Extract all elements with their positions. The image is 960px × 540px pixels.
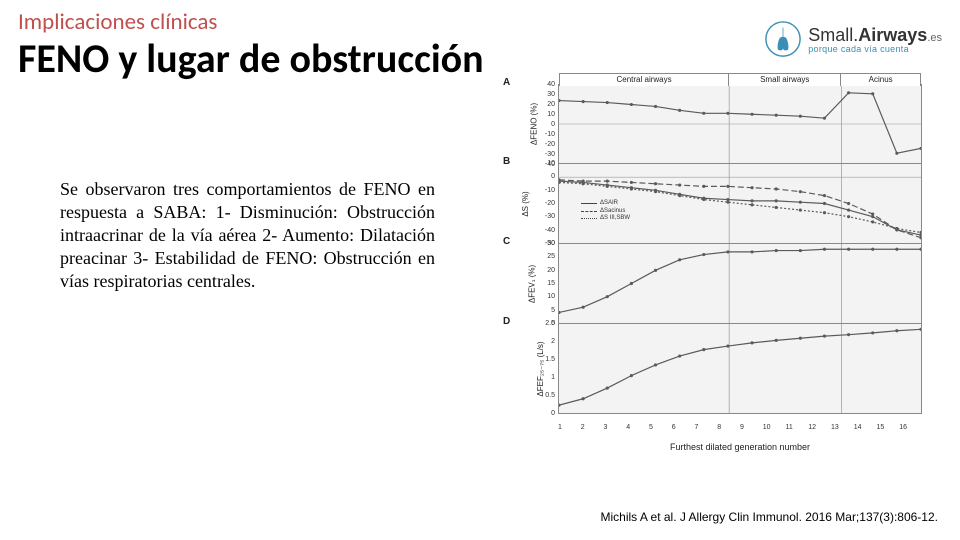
x-tick: 16 — [899, 424, 922, 436]
y-tick: 15 — [537, 280, 555, 287]
y-tick: 40 — [537, 81, 555, 88]
y-tick: 1 — [537, 374, 555, 381]
region-label: Acinus — [841, 73, 921, 86]
y-tick: -10 — [537, 187, 555, 194]
y-tick: -10 — [537, 131, 555, 138]
y-tick: 10 — [537, 160, 555, 167]
series-line — [559, 93, 921, 153]
y-tick: 0.5 — [537, 392, 555, 399]
series-line — [559, 249, 921, 312]
y-tick: 0 — [537, 173, 555, 180]
y-tick: -20 — [537, 200, 555, 207]
y-tick: 30 — [537, 91, 555, 98]
y-tick: 10 — [537, 293, 555, 300]
x-tick: 7 — [695, 424, 718, 436]
y-axis-label: ΔFEV₁ (%) — [528, 264, 537, 302]
x-tick: 10 — [763, 424, 786, 436]
panel-label: A — [503, 77, 510, 88]
x-tick: 3 — [604, 424, 627, 436]
x-tick: 13 — [831, 424, 854, 436]
panel-B: BΔS (%)-50-40-30-20-10010ΔSAIRΔSacinusΔS… — [558, 164, 922, 244]
y-tick: 20 — [537, 267, 555, 274]
x-tick: 4 — [626, 424, 649, 436]
figure-multiplot: ACentral airwaysSmall airwaysAcinusΔFENO… — [498, 72, 928, 470]
panel-label: C — [503, 236, 510, 247]
x-tick: 2 — [581, 424, 604, 436]
chart-legend: ΔSAIRΔSacinusΔS III,SBW — [581, 200, 630, 223]
y-tick: 10 — [537, 111, 555, 118]
panel-A: ACentral airwaysSmall airwaysAcinusΔFENO… — [558, 84, 922, 164]
panel-label: D — [503, 316, 510, 327]
x-axis-label: Furthest dilated generation number — [558, 442, 922, 452]
panel-label: B — [503, 156, 510, 167]
x-tick: 14 — [854, 424, 877, 436]
y-tick: 0 — [537, 410, 555, 417]
x-tick: 15 — [877, 424, 900, 436]
panel-C: CΔFEV₁ (%)051015202530 — [558, 244, 922, 324]
lungs-icon — [764, 20, 802, 58]
y-axis-label: ΔS (%) — [521, 191, 530, 216]
x-tick: 1 — [558, 424, 581, 436]
y-tick: 25 — [537, 253, 555, 260]
panel-D: DΔFEF₂₅₋₇₅ (L/s)00.511.522.5 — [558, 324, 922, 414]
region-label: Small airways — [729, 73, 841, 86]
y-tick: -40 — [537, 227, 555, 234]
x-tick: 6 — [672, 424, 695, 436]
brand-name: Small.Airways.es — [808, 25, 942, 46]
y-axis-label: ΔFEF₂₅₋₇₅ (L/s) — [536, 341, 545, 396]
series-line — [559, 329, 921, 405]
region-label: Central airways — [559, 73, 729, 86]
y-tick: 20 — [537, 101, 555, 108]
citation-text: Michils A et al. J Allergy Clin Immunol.… — [601, 510, 939, 524]
y-tick: 5 — [537, 307, 555, 314]
body-paragraph: Se observaron tres comportamientos de FE… — [60, 178, 435, 293]
x-tick: 8 — [717, 424, 740, 436]
y-tick: 30 — [537, 240, 555, 247]
brand-logo: Small.Airways.es porque cada vía cuenta — [764, 20, 942, 58]
y-tick: -20 — [537, 141, 555, 148]
y-tick: 2 — [537, 338, 555, 345]
x-tick: 12 — [808, 424, 831, 436]
y-tick: -30 — [537, 213, 555, 220]
x-tick: 9 — [740, 424, 763, 436]
y-tick: 2.5 — [537, 320, 555, 327]
y-tick: 1.5 — [537, 356, 555, 363]
y-tick: 0 — [537, 121, 555, 128]
y-tick: -30 — [537, 151, 555, 158]
x-tick: 5 — [649, 424, 672, 436]
x-tick: 11 — [786, 424, 809, 436]
